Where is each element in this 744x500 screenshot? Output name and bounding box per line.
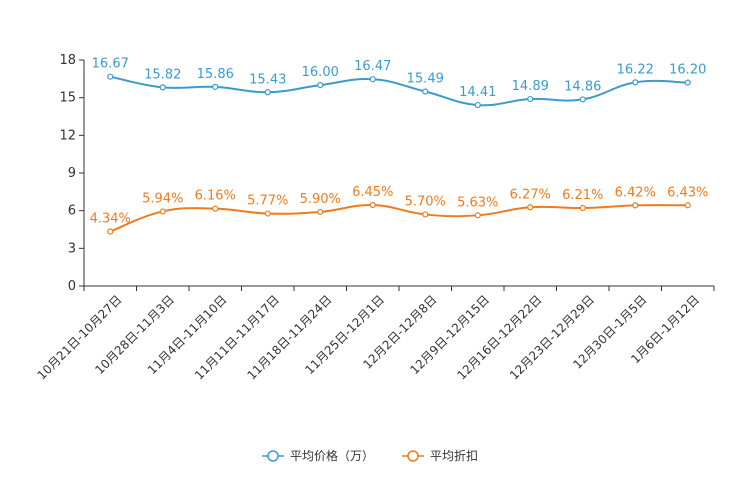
data-point xyxy=(212,205,219,212)
y-tick-label: 9 xyxy=(68,166,76,181)
data-label: 6.42% xyxy=(615,185,656,200)
data-point xyxy=(107,73,114,80)
discount-series-line xyxy=(109,204,688,233)
data-point xyxy=(264,210,271,217)
y-tick-label: 12 xyxy=(59,128,76,143)
legend-marker-discount xyxy=(407,450,419,462)
y-tick-label: 0 xyxy=(68,279,76,294)
y-tick-label: 15 xyxy=(59,91,76,106)
data-point xyxy=(684,202,691,209)
data-label: 15.43 xyxy=(249,72,286,87)
legend-marker-price xyxy=(267,450,279,462)
data-label: 6.43% xyxy=(667,185,708,200)
data-point xyxy=(474,101,481,109)
data-label: 6.27% xyxy=(510,187,551,202)
data-point xyxy=(527,95,534,103)
data-point xyxy=(369,201,376,209)
data-label: 16.67 xyxy=(92,57,129,72)
data-label: 5.94% xyxy=(142,191,183,206)
data-label: 6.16% xyxy=(195,189,236,204)
data-point xyxy=(422,88,429,95)
data-label: 14.89 xyxy=(512,79,549,94)
data-point xyxy=(579,96,586,103)
data-point xyxy=(159,84,166,91)
data-label: 16.47 xyxy=(354,59,391,74)
data-label: 5.90% xyxy=(300,192,341,207)
data-point xyxy=(579,204,586,212)
data-point xyxy=(684,79,691,86)
data-point xyxy=(632,202,639,209)
data-label: 5.63% xyxy=(457,195,498,210)
data-label: 4.34% xyxy=(90,212,131,227)
data-point xyxy=(422,211,429,218)
data-point xyxy=(317,208,324,216)
legend-label-discount: 平均折扣 xyxy=(430,448,478,463)
data-label: 15.86 xyxy=(197,67,234,82)
data-label: 5.70% xyxy=(405,194,446,209)
data-label: 6.45% xyxy=(352,185,393,200)
data-label: 16.22 xyxy=(617,62,654,77)
data-label: 6.21% xyxy=(562,188,603,203)
data-label: 5.77% xyxy=(247,194,288,209)
x-tick-label: 10月21日-10月27日 xyxy=(34,292,124,382)
data-point xyxy=(527,204,534,211)
price-series-line xyxy=(110,75,688,107)
data-point xyxy=(632,79,639,86)
data-point xyxy=(159,208,166,215)
data-point xyxy=(107,228,114,235)
data-label: 15.49 xyxy=(407,72,444,87)
data-point xyxy=(317,82,324,89)
data-label: 16.00 xyxy=(302,65,339,80)
data-point xyxy=(474,212,481,219)
data-label: 15.82 xyxy=(144,67,181,82)
data-point xyxy=(369,76,376,83)
data-label: 16.20 xyxy=(669,63,706,78)
data-point xyxy=(264,89,271,96)
legend-label-price: 平均价格（万） xyxy=(290,448,374,463)
y-tick-label: 18 xyxy=(59,53,76,68)
data-label: 14.41 xyxy=(459,85,496,100)
y-tick-label: 6 xyxy=(68,204,76,219)
data-label: 14.86 xyxy=(564,79,601,94)
y-tick-label: 3 xyxy=(68,241,76,256)
data-point xyxy=(212,83,219,90)
